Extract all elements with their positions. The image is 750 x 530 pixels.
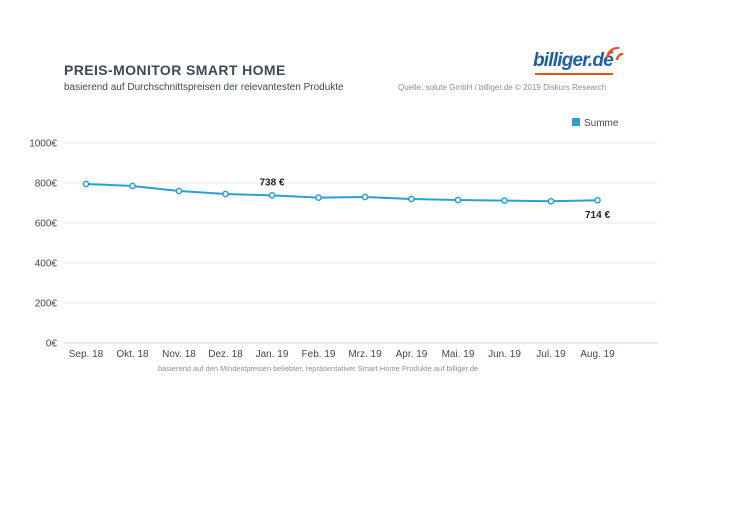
data-point[interactable] (175, 187, 183, 195)
data-label: 738 € (259, 177, 284, 188)
chart-title: PREIS-MONITOR SMART HOME (64, 62, 286, 78)
x-tick-label: Dez. 18 (208, 349, 243, 360)
y-tick-label: 1000€ (29, 139, 57, 150)
gridlines (64, 142, 658, 344)
data-point[interactable] (594, 196, 601, 204)
y-axis-ticks: 0€ 200€ 400€ 600€ 800€ 1000€ (29, 139, 57, 350)
data-point[interactable] (501, 197, 508, 204)
x-tick-label: Apr. 19 (396, 349, 428, 360)
x-axis-ticks: Sep. 18 Okt. 18 Nov. 18 Dez. 18 Jan. 19 Feb. … (69, 349, 615, 360)
x-tick-label: Aug. 19 (580, 349, 615, 360)
data-point[interactable] (222, 190, 229, 198)
x-tick-label: Jan. 19 (256, 349, 289, 360)
series-line (85, 183, 598, 203)
x-tick-label: Feb. 19 (302, 349, 336, 360)
data-point[interactable] (454, 196, 462, 204)
x-tick-label: Jun. 19 (488, 349, 521, 360)
data-point[interactable] (547, 197, 555, 205)
x-tick-label: Mrz. 19 (348, 349, 382, 360)
data-label: 714 € (585, 210, 610, 221)
source-note: Quelle: solute GmbH / billiger.de © 2019… (398, 83, 607, 92)
data-point[interactable] (129, 182, 136, 190)
x-tick-label: Mai. 19 (442, 349, 475, 360)
x-tick-label: Nov. 18 (162, 349, 196, 360)
logo-text: billiger.de (533, 50, 614, 71)
logo-underline (535, 73, 613, 75)
y-tick-label: 200€ (35, 299, 58, 310)
data-point[interactable] (408, 195, 415, 203)
y-tick-label: 800€ (35, 179, 58, 190)
data-point[interactable] (82, 180, 90, 188)
x-tick-label: Sep. 18 (69, 349, 104, 360)
legend-label: Summe (584, 118, 619, 129)
series-summe (82, 180, 601, 205)
x-tick-label: Jul. 19 (536, 349, 566, 360)
data-point[interactable] (268, 192, 276, 199)
x-tick-label: Okt. 18 (116, 349, 149, 360)
y-tick-label: 400€ (35, 259, 58, 270)
billiger-logo: billiger.de (533, 44, 628, 76)
data-point[interactable] (315, 194, 322, 201)
chart-footnote: basierend auf den Mindestpreisen beliebt… (158, 364, 479, 373)
y-tick-label: 600€ (35, 219, 58, 230)
data-point[interactable] (361, 193, 369, 201)
legend[interactable]: Summe (572, 118, 618, 129)
signal-waves-icon (605, 46, 624, 61)
data-labels: 738 € 714 € (259, 177, 610, 221)
chart-subtitle: basierend auf Durchschnittspreisen der r… (64, 82, 344, 93)
legend-swatch (572, 118, 580, 127)
y-tick-label: 0€ (46, 339, 58, 350)
